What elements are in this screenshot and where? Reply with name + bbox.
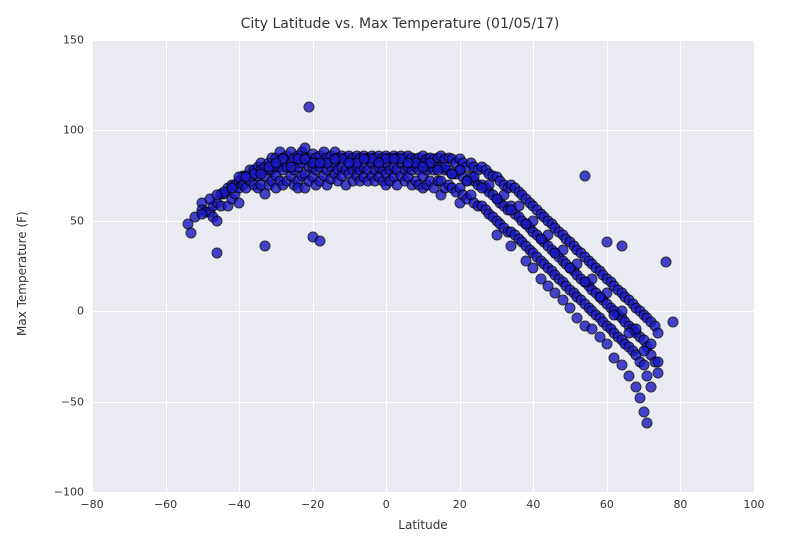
y-tick-label: −100 <box>54 486 84 499</box>
scatter-point <box>344 157 355 168</box>
x-gridline <box>754 40 755 492</box>
scatter-point <box>579 277 590 288</box>
scatter-point <box>601 338 612 349</box>
scatter-point <box>329 154 340 165</box>
x-tick-label: 100 <box>744 498 765 511</box>
chart-container: City Latitude vs. Max Temperature (01/05… <box>0 0 800 550</box>
scatter-point <box>638 407 649 418</box>
scatter-point <box>623 327 634 338</box>
scatter-point <box>285 161 296 172</box>
scatter-point <box>303 101 314 112</box>
scatter-point <box>653 356 664 367</box>
y-gridline <box>92 130 754 131</box>
scatter-point <box>234 197 245 208</box>
y-tick-label: 0 <box>77 305 84 318</box>
y-gridline <box>92 40 754 41</box>
scatter-point <box>623 371 634 382</box>
scatter-point <box>616 241 627 252</box>
x-tick-label: 40 <box>526 498 540 511</box>
scatter-point <box>388 154 399 165</box>
scatter-point <box>418 161 429 172</box>
scatter-point <box>315 235 326 246</box>
scatter-point <box>642 418 653 429</box>
x-gridline <box>386 40 387 492</box>
scatter-point <box>638 345 649 356</box>
x-tick-label: −80 <box>80 498 103 511</box>
y-tick-label: −50 <box>61 395 84 408</box>
chart-title: City Latitude vs. Max Temperature (01/05… <box>0 16 800 32</box>
x-gridline <box>239 40 240 492</box>
x-gridline <box>166 40 167 492</box>
x-gridline <box>680 40 681 492</box>
y-tick-label: 150 <box>63 34 84 47</box>
scatter-point <box>462 176 473 187</box>
scatter-point <box>653 327 664 338</box>
y-gridline <box>92 402 754 403</box>
scatter-point <box>638 360 649 371</box>
plot-area <box>92 40 754 492</box>
x-tick-label: 0 <box>383 498 390 511</box>
scatter-point <box>550 248 561 259</box>
y-axis-label: Max Temperature (F) <box>15 211 29 336</box>
scatter-point <box>601 237 612 248</box>
scatter-point <box>476 183 487 194</box>
scatter-point <box>300 154 311 165</box>
scatter-point <box>594 291 605 302</box>
scatter-point <box>653 367 664 378</box>
scatter-point <box>197 208 208 219</box>
scatter-point <box>212 248 223 259</box>
scatter-point <box>447 168 458 179</box>
scatter-point <box>565 262 576 273</box>
x-tick-label: 60 <box>600 498 614 511</box>
scatter-point <box>403 157 414 168</box>
y-tick-label: 50 <box>70 214 84 227</box>
scatter-point <box>660 257 671 268</box>
scatter-point <box>668 317 679 328</box>
scatter-point <box>373 157 384 168</box>
scatter-point <box>212 215 223 226</box>
scatter-point <box>270 157 281 168</box>
y-tick-label: 100 <box>63 124 84 137</box>
y-gridline <box>92 311 754 312</box>
scatter-point <box>535 233 546 244</box>
scatter-point <box>259 241 270 252</box>
scatter-point <box>491 194 502 205</box>
scatter-point <box>359 154 370 165</box>
scatter-point <box>616 360 627 371</box>
scatter-point <box>579 170 590 181</box>
scatter-point <box>646 382 657 393</box>
y-gridline <box>92 492 754 493</box>
x-gridline <box>460 40 461 492</box>
scatter-point <box>642 371 653 382</box>
scatter-point <box>631 382 642 393</box>
x-tick-label: 80 <box>673 498 687 511</box>
scatter-point <box>256 168 267 179</box>
scatter-point <box>212 190 223 201</box>
scatter-point <box>315 157 326 168</box>
scatter-point <box>634 392 645 403</box>
scatter-point <box>565 302 576 313</box>
scatter-point <box>520 219 531 230</box>
x-tick-label: 20 <box>453 498 467 511</box>
x-gridline <box>92 40 93 492</box>
x-axis-label: Latitude <box>398 518 447 532</box>
x-gridline <box>607 40 608 492</box>
x-tick-label: −20 <box>301 498 324 511</box>
scatter-point <box>186 228 197 239</box>
scatter-point <box>506 204 517 215</box>
scatter-point <box>241 172 252 183</box>
scatter-point <box>609 309 620 320</box>
scatter-point <box>432 165 443 176</box>
x-tick-label: −40 <box>228 498 251 511</box>
x-tick-label: −60 <box>154 498 177 511</box>
scatter-point <box>226 183 237 194</box>
